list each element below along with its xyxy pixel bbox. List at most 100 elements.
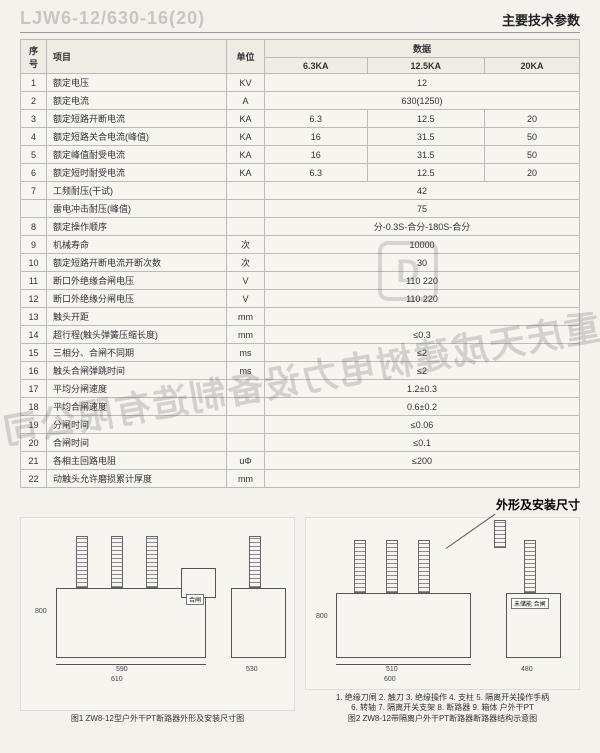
cell-item: 超行程(触头弹簧压缩长度) [47,326,227,344]
fig1-dim-w: 590 [116,666,128,673]
cell-unit: mm [227,470,265,488]
cell-seq: 20 [21,434,47,452]
figure-1-panel: 合闸 590 800 610 530 图1 ZW8-12型户外干PT断路器外形及… [20,517,295,727]
fig1-bushing [249,536,261,588]
cell-item: 断口外绝缘合闸电压 [47,272,227,290]
table-row: 雷电冲击耐压(峰值)75 [21,200,580,218]
cell-item: 额定峰值耐受电流 [47,146,227,164]
cell-seq: 19 [21,416,47,434]
table-row: 21各相主回路电阻uΦ≤200 [21,452,580,470]
cell-seq: 3 [21,110,47,128]
fig2-dim-w: 510 [386,666,398,673]
th-sub-2: 20KA [484,58,579,74]
cell-seq: 17 [21,380,47,398]
cell-unit: mm [227,326,265,344]
th-seq: 序号 [21,40,47,74]
cell-unit: KA [227,164,265,182]
cell-unit [227,200,265,218]
fig2-bushing [418,540,430,593]
fig1-dim-t: 530 [246,666,258,673]
cell-value: 16 [265,128,368,146]
cell-value: 12.5 [367,110,484,128]
table-row: 1额定电压KV12 [21,74,580,92]
cell-seq: 2 [21,92,47,110]
cell-unit: KA [227,128,265,146]
drawings-row: 合闸 590 800 610 530 图1 ZW8-12型户外干PT断路器外形及… [20,517,580,727]
table-row: 15三相分、合闸不同期ms≤2 [21,344,580,362]
cell-item: 额定操作顺序 [47,218,227,236]
th-unit: 单位 [227,40,265,74]
cell-seq: 12 [21,290,47,308]
cell-item: 工频耐压(干试) [47,182,227,200]
cell-seq: 4 [21,128,47,146]
table-row: 17平均分闸速度 1.2±0.3 [21,380,580,398]
cell-value: 0.6±0.2 [265,398,580,416]
figure-1-drawing: 合闸 590 800 610 530 [20,517,295,711]
spec-table: 序号 项目 单位 数据 6.3KA 12.5KA 20KA 1额定电压KV122… [20,39,580,488]
cell-unit: uΦ [227,452,265,470]
cell-seq: 5 [21,146,47,164]
cell-unit: V [227,272,265,290]
cell-unit [227,416,265,434]
cell-item: 额定短路开断电流 [47,110,227,128]
cell-value: 6.3 [265,110,368,128]
cell-value: 12 [265,74,580,92]
table-row: 12断口外绝缘分闸电压V110 220 [21,290,580,308]
cell-item: 分闸时间 [47,416,227,434]
cell-value: 42 [265,182,580,200]
fig1-bushing [146,536,158,588]
cell-item: 额定短路关合电流(峰值) [47,128,227,146]
cell-value: ≤0.3 [265,326,580,344]
cell-value: 31.5 [367,128,484,146]
fig2-dim-d2: 600 [384,676,396,683]
cell-item: 合闸时间 [47,434,227,452]
table-row: 14超行程(触头弹簧压缩长度)mm≤0.3 [21,326,580,344]
cell-value: 1.2±0.3 [265,380,580,398]
figure-1-caption: 图1 ZW8-12型户外干PT断路器外形及安装尺寸图 [20,711,295,727]
cell-seq: 7 [21,182,47,200]
fig2-isolator [494,520,506,548]
cell-unit [227,380,265,398]
th-param: 数据 [265,40,580,58]
cell-unit [227,434,265,452]
cell-unit: mm [227,308,265,326]
table-row: 11断口外绝缘合闸电压V110 220 [21,272,580,290]
cell-value: ≤200 [265,452,580,470]
cell-value: 31.5 [367,146,484,164]
table-row: 9机械寿命次10000 [21,236,580,254]
figure-2-caption: 1. 绝缘刀闸 2. 触刀 3. 绝缘操作 4. 支柱 5. 隔离开关操作手柄 … [305,690,580,727]
cell-unit: KA [227,146,265,164]
cell-seq: 9 [21,236,47,254]
fig2-caption-l3: 图2 ZW8-12带隔离户外干PT断路器断路器结构示意图 [307,714,578,724]
cell-item: 雷电冲击耐压(峰值) [47,200,227,218]
cell-seq: 21 [21,452,47,470]
fig2-bushing [386,540,398,593]
cell-item: 触头开距 [47,308,227,326]
table-row: 20合闸时间≤0.1 [21,434,580,452]
table-row: 16触头合闸弹跳时间ms≤2 [21,362,580,380]
fig1-label: 合闸 [186,594,204,605]
fig1-side [231,588,286,658]
cell-value: 50 [484,146,579,164]
fig1-dim-h: 800 [35,608,47,615]
cell-value: ≤0.06 [265,416,580,434]
fig2-label: 未储能 合闸 [511,598,549,609]
cell-value [265,470,580,488]
cell-item: 平均分闸速度 [47,380,227,398]
cell-seq [21,200,47,218]
th-sub-1: 12.5KA [367,58,484,74]
fig1-tank [56,588,206,658]
cell-value: 630(1250) [265,92,580,110]
cell-item: 额定电流 [47,92,227,110]
model-code: LJW6-12/630-16(20) [20,8,205,29]
cell-value: 6.3 [265,164,368,182]
fig2-dim-h: 800 [316,613,328,620]
table-row: 7工频耐压(干试) 42 [21,182,580,200]
cell-seq: 16 [21,362,47,380]
cell-seq: 13 [21,308,47,326]
cell-item: 额定电压 [47,74,227,92]
cell-item: 机械寿命 [47,236,227,254]
fig2-caption-l2: 6. 转轴 7. 隔离开关支架 8. 断路器 9. 箱体 户外干PT [307,703,578,713]
fig2-caption-l1: 1. 绝缘刀闸 2. 触刀 3. 绝缘操作 4. 支柱 5. 隔离开关操作手柄 [307,693,578,703]
cell-unit [227,218,265,236]
